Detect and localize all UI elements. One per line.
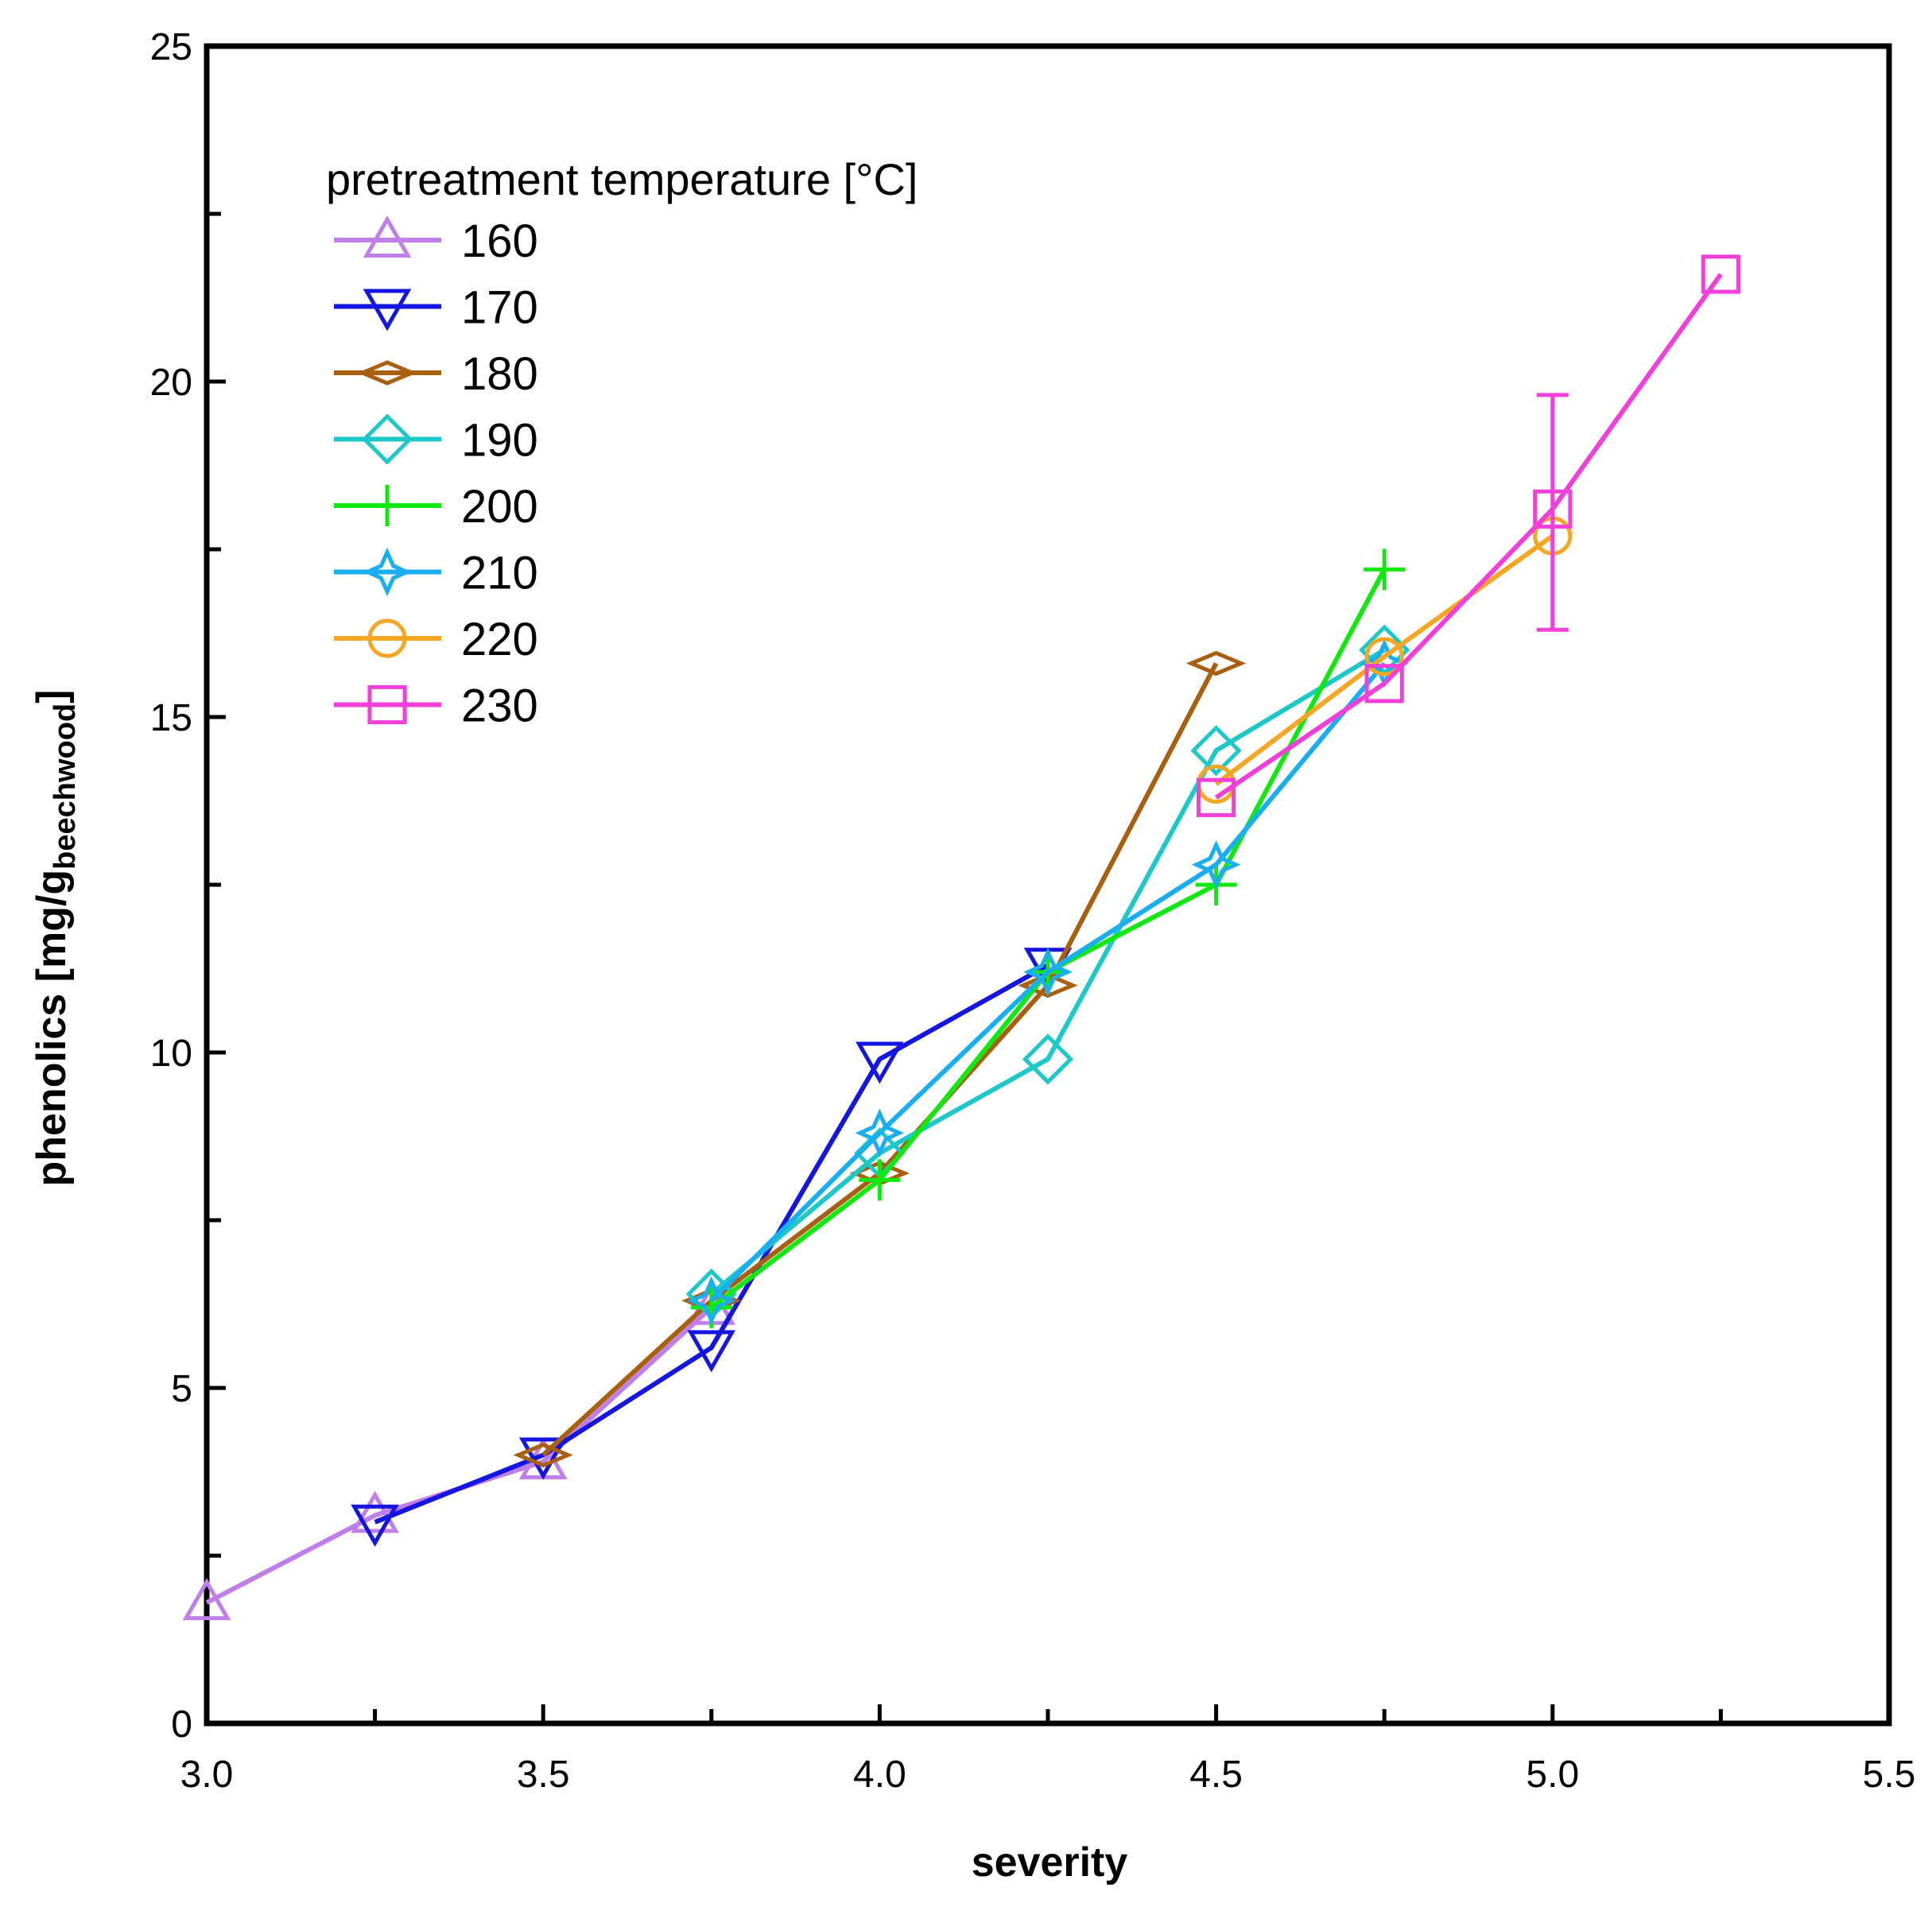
data-point-230 [1197, 777, 1236, 817]
legend-marker-230 [367, 684, 407, 725]
legend-item-160: 160 [334, 215, 538, 267]
data-point-160 [182, 1578, 231, 1621]
legend-label: 210 [461, 548, 538, 599]
data-point-180 [1185, 650, 1247, 676]
y-tick-label: 10 [150, 1033, 192, 1075]
legend-item-180: 180 [334, 348, 538, 400]
legend-label: 170 [461, 282, 538, 334]
legend-marker-170 [363, 289, 412, 331]
axes: 3.0 3.5 4.0 4.5 5.0 5.5 0 5 10 15 20 25 [150, 26, 1916, 1796]
data-point-230 [1701, 254, 1741, 294]
data-point-170 [351, 1504, 399, 1547]
data-point-230 [1533, 489, 1573, 529]
legend-label: 200 [461, 481, 538, 533]
series-line-190 [709, 648, 1386, 1297]
data-point-220 [1364, 637, 1404, 676]
legend-label: 180 [461, 348, 538, 400]
plot-data [182, 254, 1741, 1621]
legend-title: pretreatment temperature [°C] [326, 154, 918, 204]
series-line-220 [1214, 533, 1554, 786]
y-tick-label: 15 [150, 697, 192, 739]
legend-marker-210 [363, 547, 412, 597]
legend-item-200: 200 [334, 481, 538, 533]
plot-frame [204, 43, 1892, 1727]
series-230 [1197, 254, 1741, 817]
series-170 [351, 948, 1073, 1547]
y-tick-label: 5 [171, 1368, 192, 1410]
x-tick-label: 4.0 [853, 1754, 906, 1796]
x-tick-label: 3.0 [180, 1754, 234, 1796]
legend-label: 160 [461, 215, 538, 267]
data-point-210 [1023, 947, 1073, 997]
y-tick-label: 20 [150, 362, 192, 404]
x-tick-label: 5.0 [1526, 1754, 1579, 1796]
y-tick-label: 25 [150, 26, 192, 68]
data-point-200 [859, 1159, 901, 1201]
data-point-210 [855, 1108, 905, 1158]
error-bar-230 [1536, 393, 1569, 632]
series-line-170 [374, 963, 1049, 1525]
data-point-190 [1190, 725, 1242, 777]
legend-item-230: 230 [334, 680, 538, 732]
data-point-190 [1022, 1033, 1074, 1085]
legend: pretreatment temperature [°C] 160 170 180 19… [326, 154, 918, 732]
y-axis-title: phenolics [mg/gbeechwood] [29, 689, 82, 1186]
legend-item-170: 170 [334, 282, 538, 334]
series-line-160 [205, 1305, 713, 1605]
legend-marker-220 [367, 618, 407, 658]
x-axis-title: severity [972, 1839, 1128, 1886]
x-tick-label: 3.5 [517, 1754, 570, 1796]
data-point-170 [855, 1041, 904, 1084]
data-point-180 [513, 1442, 573, 1468]
legend-marker-160 [363, 215, 412, 258]
data-point-210 [1191, 839, 1241, 890]
legend-label: 190 [461, 415, 538, 467]
data-point-170 [687, 1330, 736, 1373]
data-point-160 [351, 1490, 399, 1533]
legend-marker-180 [357, 360, 417, 386]
data-point-210 [687, 1276, 736, 1326]
series-line-210 [709, 661, 1387, 1303]
series-line-230 [1214, 273, 1723, 800]
series-line-200 [709, 568, 1387, 1310]
legend-item-190: 190 [334, 413, 538, 467]
x-tick-label: 4.5 [1189, 1754, 1243, 1796]
legend-label: 230 [461, 680, 538, 732]
legend-item-210: 210 [334, 548, 538, 599]
series-160 [182, 1282, 736, 1621]
legend-item-220: 220 [334, 614, 538, 665]
y-tick-label: 0 [171, 1704, 192, 1746]
legend-label: 220 [461, 614, 538, 665]
legend-marker-200 [367, 485, 408, 526]
data-point-200 [1364, 548, 1406, 591]
legend-marker-190 [361, 413, 413, 465]
data-point-230 [1364, 664, 1404, 704]
x-tick-label: 5.5 [1863, 1754, 1916, 1796]
data-point-170 [518, 1437, 568, 1480]
